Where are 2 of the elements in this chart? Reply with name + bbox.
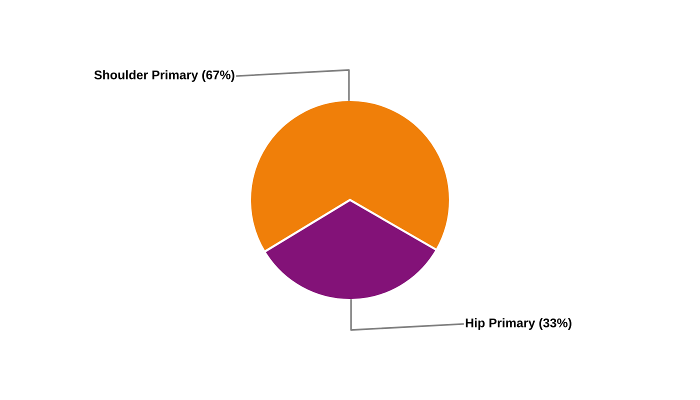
slice-label: Shoulder Primary (67%)	[94, 70, 234, 82]
slice-label: Hip Primary (33%)	[466, 318, 572, 330]
